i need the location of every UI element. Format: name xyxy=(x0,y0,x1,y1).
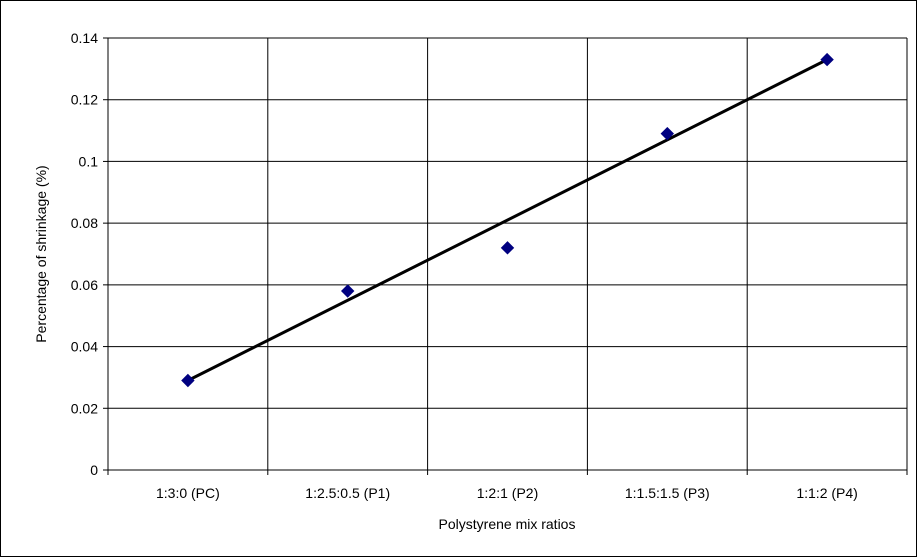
y-tick-label: 0.1 xyxy=(79,153,99,169)
y-tick-label: 0 xyxy=(90,462,98,478)
y-tick-labels: 0 0.02 0.04 0.06 0.08 0.1 0.12 0.14 xyxy=(71,30,98,478)
y-axis-title: Percentage of shrinkage (%) xyxy=(33,165,49,342)
y-tick-label: 0.14 xyxy=(71,30,98,46)
x-tick-label: 1:2.5:0.5 (P1) xyxy=(305,485,390,501)
x-tick-label: 1:3:0 (PC) xyxy=(156,485,220,501)
y-tick-label: 0.12 xyxy=(71,92,98,108)
x-tick-labels: 1:3:0 (PC) 1:2.5:0.5 (P1) 1:2:1 (P2) 1:1.5:… xyxy=(156,485,858,501)
y-tick-label: 0.04 xyxy=(71,339,98,355)
x-tick-label: 1:1.5:1.5 (P3) xyxy=(625,485,710,501)
x-tick-label: 1:1:2 (P4) xyxy=(796,485,857,501)
y-tick-label: 0.02 xyxy=(71,400,98,416)
y-tick-label: 0.08 xyxy=(71,215,98,231)
x-axis-title: Polystyrene mix ratios xyxy=(439,516,576,532)
y-tick-label: 0.06 xyxy=(71,277,98,293)
x-tick-label: 1:2:1 (P2) xyxy=(477,485,538,501)
